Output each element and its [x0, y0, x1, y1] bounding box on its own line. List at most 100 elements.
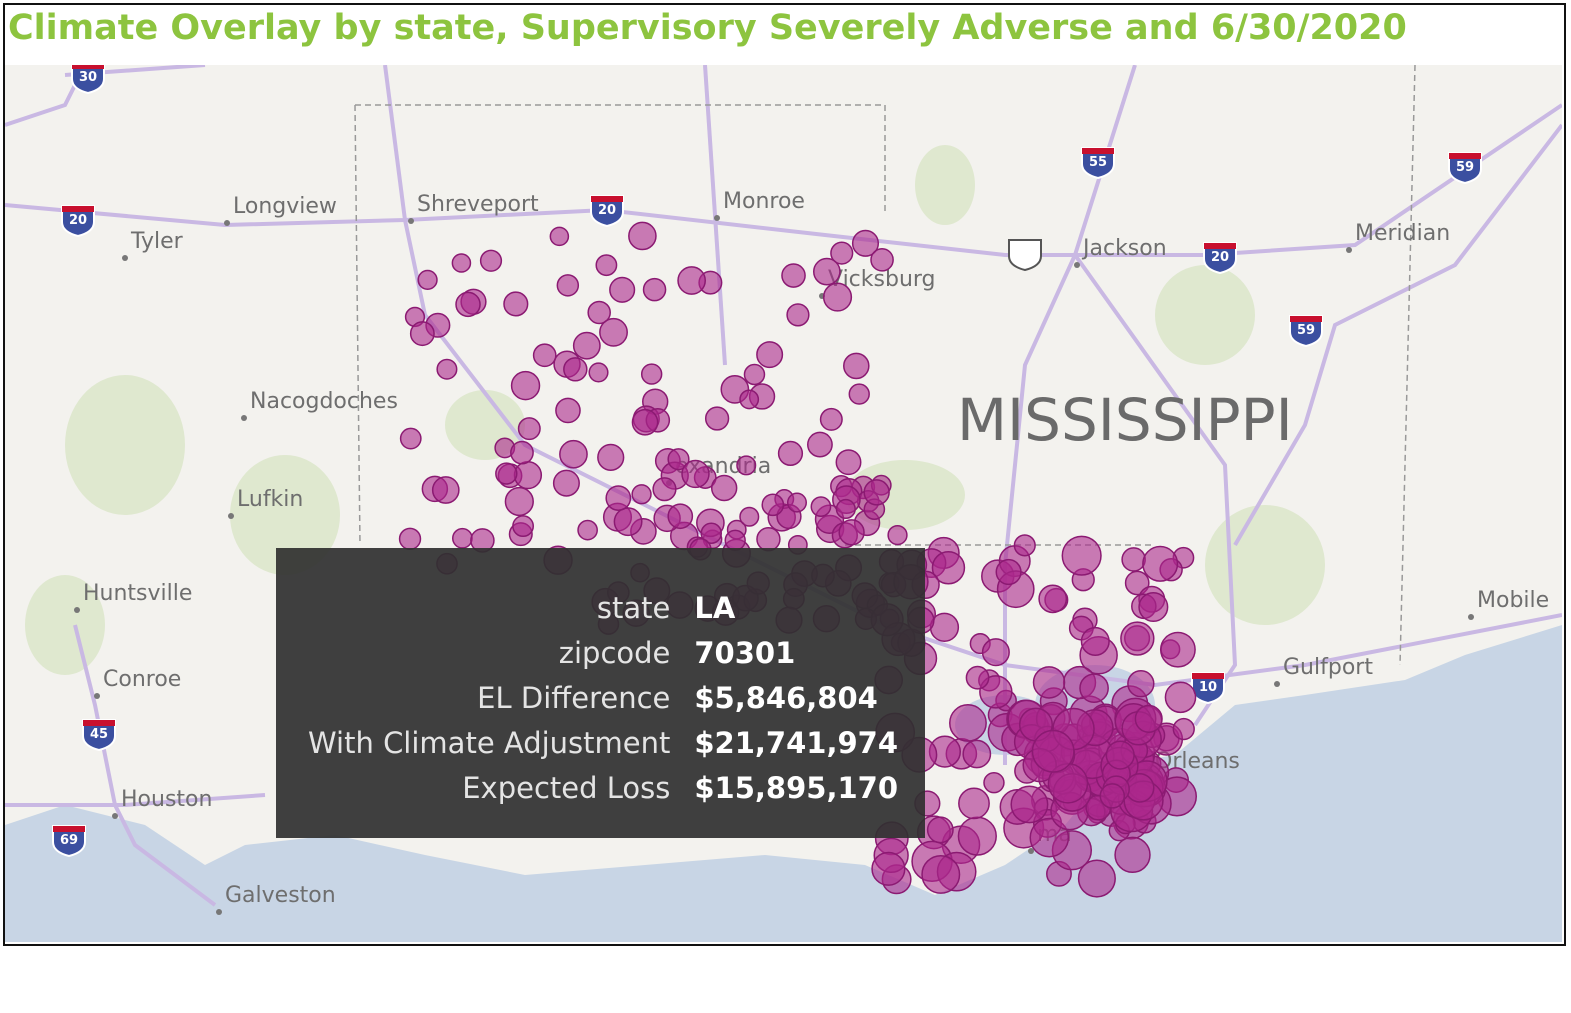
shield-top [591, 196, 623, 202]
tooltip-label: With Climate Adjustment [308, 726, 671, 760]
location-marker [1032, 666, 1066, 699]
location-marker [455, 291, 481, 318]
location-marker [830, 241, 854, 265]
location-marker [761, 493, 785, 517]
highway-shield [61, 205, 95, 238]
location-marker [812, 257, 841, 286]
location-marker [1061, 535, 1102, 576]
place-label: Conroe [103, 667, 181, 692]
tooltip-row: Expected Loss $15,895,170 [296, 766, 910, 811]
highway-shield [71, 65, 105, 95]
location-marker [1038, 584, 1068, 614]
location-marker [667, 448, 690, 471]
highway-number: 10 [1199, 680, 1217, 695]
highway-shield [52, 825, 86, 858]
location-marker [1099, 783, 1126, 809]
location-marker [479, 249, 503, 272]
tooltip-label: EL Difference [477, 681, 671, 715]
location-marker [1121, 547, 1146, 572]
location-marker [1077, 859, 1116, 898]
location-marker [587, 300, 611, 325]
location-marker [1013, 534, 1036, 557]
location-marker [609, 276, 636, 303]
location-marker [681, 459, 710, 489]
location-marker [513, 460, 543, 490]
place-dot [228, 513, 234, 519]
location-marker [743, 363, 766, 386]
location-marker [398, 527, 422, 551]
place-dot [1468, 614, 1474, 620]
location-marker [628, 221, 657, 251]
location-marker [756, 341, 784, 369]
location-marker [786, 303, 810, 327]
place-dot [1074, 262, 1080, 268]
highway-number: 80 [1016, 247, 1034, 262]
forest [65, 375, 185, 515]
highway-number: 20 [1211, 250, 1229, 265]
tooltip-value: LA [694, 591, 736, 625]
location-marker [838, 519, 865, 546]
tooltip-value: $5,846,804 [694, 681, 878, 715]
place-label: Meridian [1355, 221, 1450, 246]
highway-number: 30 [79, 70, 97, 85]
location-marker [1010, 785, 1049, 824]
location-marker [555, 397, 581, 424]
location-marker [652, 477, 677, 502]
location-marker [926, 816, 954, 844]
gulf [5, 625, 1562, 942]
location-marker [559, 439, 588, 469]
shield-top [1290, 316, 1322, 322]
location-marker [1029, 817, 1070, 858]
location-marker [1124, 570, 1150, 596]
location-marker [962, 739, 992, 769]
shield-top [53, 826, 85, 832]
location-marker [1031, 729, 1075, 773]
tooltip: state LA zipcode 70301 EL Difference $5,846,8… [276, 548, 925, 838]
tooltip-row: EL Difference $5,846,804 [296, 676, 910, 721]
highway-number: 20 [69, 213, 87, 228]
location-marker [739, 506, 760, 527]
highway-shield [590, 195, 624, 228]
location-marker [1114, 836, 1151, 874]
tooltip-value: $15,895,170 [694, 771, 899, 805]
location-marker [677, 266, 706, 295]
location-marker [835, 498, 856, 520]
location-marker [631, 408, 659, 436]
location-marker [781, 263, 806, 288]
location-marker [510, 370, 541, 401]
place-label: Monroe [723, 189, 805, 214]
place-label: Longview [233, 194, 337, 219]
location-marker [552, 469, 580, 497]
location-marker [409, 321, 435, 347]
location-marker [851, 229, 880, 257]
location-marker [807, 431, 833, 458]
road [5, 103, 1562, 257]
location-marker [957, 816, 997, 856]
location-marker [1172, 717, 1195, 741]
title: Climate Overlay by state, Supervisory Se… [8, 8, 1407, 48]
location-marker [1120, 621, 1155, 656]
location-marker [870, 248, 894, 272]
forest [1205, 505, 1325, 625]
place-dot [1028, 848, 1034, 854]
shield-top [83, 720, 115, 726]
location-marker [599, 317, 628, 347]
place-dot [74, 607, 80, 613]
location-marker [605, 485, 632, 511]
location-marker [436, 358, 458, 380]
location-marker [597, 443, 625, 471]
forest [230, 455, 340, 575]
tooltip-label: state [596, 591, 671, 625]
location-marker [1127, 670, 1155, 698]
tooltip-value: $21,741,974 [694, 726, 899, 760]
highway-shield [1289, 315, 1323, 348]
location-marker [810, 496, 832, 518]
location-marker [863, 479, 890, 506]
highway-number: 45 [90, 727, 108, 742]
shield-top [1204, 243, 1236, 249]
highway-number: 59 [1456, 160, 1474, 175]
state-border [354, 65, 1416, 666]
location-marker [700, 522, 723, 544]
highway-shield [1008, 239, 1042, 272]
place-label: Shreveport [417, 192, 539, 217]
